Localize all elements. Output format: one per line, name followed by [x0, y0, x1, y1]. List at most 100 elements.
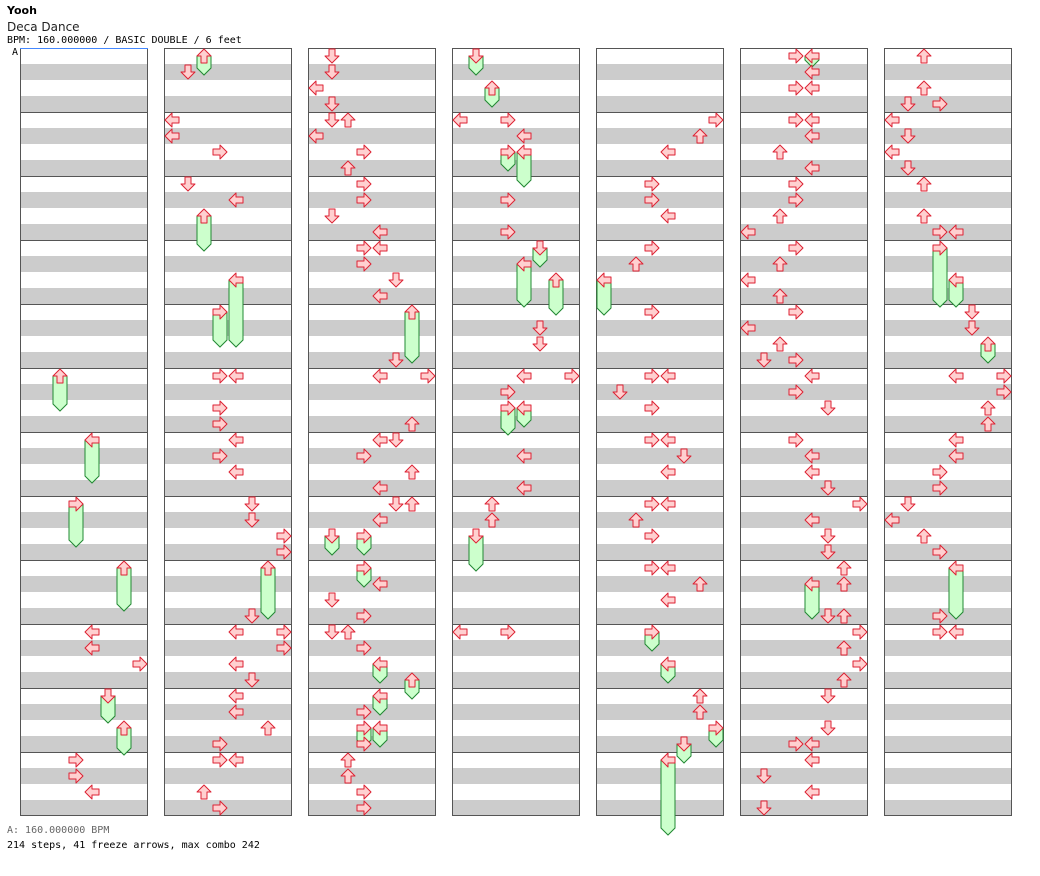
step-arrow-left [948, 368, 964, 384]
step-arrow-right [276, 624, 292, 640]
beat-stripe [740, 640, 868, 656]
step-arrow-down [324, 96, 340, 112]
beat-stripe [164, 128, 292, 144]
step-arrow-right [356, 720, 372, 736]
beat-stripe [884, 544, 1012, 560]
beat-stripe [308, 448, 436, 464]
step-arrow-up [628, 512, 644, 528]
step-arrow-down [676, 448, 692, 464]
step-arrow-left [804, 448, 820, 464]
beat-stripe [884, 448, 1012, 464]
beat-stripe [884, 384, 1012, 400]
freeze-arrow-left [660, 759, 676, 836]
step-arrow-left [660, 144, 676, 160]
step-arrow-right [356, 528, 372, 544]
step-arrow-right [932, 96, 948, 112]
step-arrow-right [356, 144, 372, 160]
step-arrow-down [180, 176, 196, 192]
step-arrow-left [948, 624, 964, 640]
beat-stripe [884, 192, 1012, 208]
step-arrow-left [372, 480, 388, 496]
beat-stripe [20, 704, 148, 720]
beat-stripe [740, 192, 868, 208]
step-arrow-left [228, 656, 244, 672]
beat-stripe [452, 512, 580, 528]
beat-stripe [596, 736, 724, 752]
step-arrow-up [836, 608, 852, 624]
beat-stripe [740, 96, 868, 112]
step-arrow-up [116, 560, 132, 576]
beat-stripe [596, 576, 724, 592]
step-arrow-right [356, 784, 372, 800]
beat-stripe [452, 352, 580, 368]
step-arrow-right [788, 192, 804, 208]
step-arrow-left [660, 464, 676, 480]
beat-stripe [740, 352, 868, 368]
step-arrow-down [900, 496, 916, 512]
measure-column [164, 48, 292, 816]
step-arrow-up [340, 768, 356, 784]
step-arrow-left [228, 688, 244, 704]
step-arrow-up [404, 464, 420, 480]
step-arrow-left [804, 752, 820, 768]
beat-stripe [596, 160, 724, 176]
measure-column [740, 48, 868, 816]
step-arrow-up [196, 208, 212, 224]
step-arrow-right [356, 736, 372, 752]
step-arrow-left [372, 224, 388, 240]
step-arrow-up [980, 336, 996, 352]
step-arrow-right [68, 768, 84, 784]
step-arrow-right [996, 384, 1012, 400]
step-arrow-right [708, 112, 724, 128]
beat-stripe [596, 384, 724, 400]
beat-stripe [452, 64, 580, 80]
beat-stripe [308, 576, 436, 592]
beat-stripe [164, 160, 292, 176]
step-arrow-left [948, 432, 964, 448]
step-arrow-left [804, 736, 820, 752]
step-arrow-left [660, 656, 676, 672]
beat-stripe [452, 608, 580, 624]
step-arrow-up [772, 208, 788, 224]
step-arrow-up [836, 560, 852, 576]
beat-stripe [164, 288, 292, 304]
step-arrow-down [900, 96, 916, 112]
step-arrow-down [820, 688, 836, 704]
beat-stripe [308, 288, 436, 304]
step-arrow-up [484, 496, 500, 512]
beat-stripe [452, 416, 580, 432]
beat-stripe [596, 256, 724, 272]
freeze-arrow-left [948, 567, 964, 620]
step-arrow-up [404, 496, 420, 512]
beat-stripe [20, 448, 148, 464]
step-arrow-right [68, 496, 84, 512]
step-arrow-down [900, 160, 916, 176]
step-arrow-down [532, 240, 548, 256]
beat-stripe [740, 576, 868, 592]
step-arrow-right [276, 640, 292, 656]
step-arrow-down [388, 432, 404, 448]
beat-stripe [308, 224, 436, 240]
beat-stripe [452, 128, 580, 144]
beat-stripe [164, 416, 292, 432]
freeze-arrow-left [228, 279, 244, 348]
beat-stripe [884, 576, 1012, 592]
step-arrow-right [644, 432, 660, 448]
beat-stripe [740, 256, 868, 272]
beat-stripe [20, 576, 148, 592]
beat-stripe [164, 640, 292, 656]
step-arrow-right [500, 192, 516, 208]
step-arrow-right [212, 800, 228, 816]
step-arrow-up [404, 416, 420, 432]
beat-stripe [452, 480, 580, 496]
step-arrow-right [212, 400, 228, 416]
step-arrow-left [948, 224, 964, 240]
beat-stripe [452, 224, 580, 240]
step-arrow-right [644, 368, 660, 384]
step-arrow-left [516, 144, 532, 160]
step-arrow-left [372, 368, 388, 384]
step-arrow-right [212, 416, 228, 432]
step-arrow-left [228, 192, 244, 208]
step-arrow-left [804, 64, 820, 80]
beat-stripe [164, 64, 292, 80]
